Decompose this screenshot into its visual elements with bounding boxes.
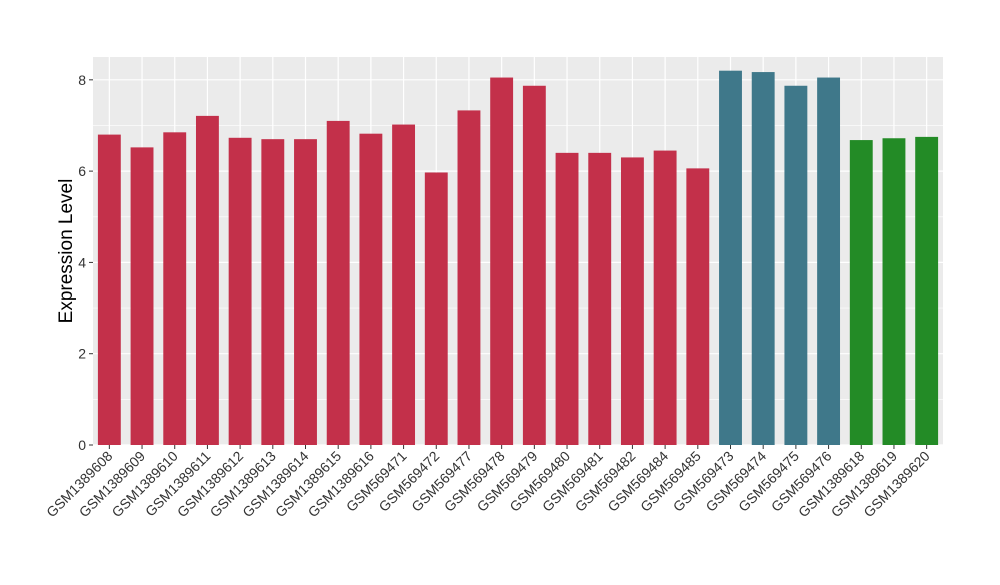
bar-GSM1389609: [130, 147, 154, 446]
bar-GSM569485: [686, 168, 710, 445]
bar-GSM1389620: [915, 136, 939, 445]
x-axis: GSM1389608GSM1389609GSM1389610GSM1389611…: [43, 445, 933, 520]
bars: [97, 70, 939, 446]
bar-GSM569480: [555, 152, 579, 445]
bar-GSM569474: [751, 72, 775, 445]
y-tick-label: 4: [78, 254, 86, 270]
y-axis-label: Expression Level: [56, 179, 77, 324]
y-tick-label: 2: [78, 346, 86, 362]
bar-GSM1389612: [228, 137, 252, 445]
bar-GSM1389614: [294, 139, 317, 445]
bar-GSM1389608: [97, 134, 121, 445]
bar-GSM569473: [719, 70, 742, 445]
y-tick-label: 6: [78, 163, 86, 179]
bar-GSM569471: [392, 124, 416, 445]
bar-GSM569484: [653, 150, 677, 445]
bar-GSM569476: [817, 77, 841, 446]
bar-GSM569481: [588, 152, 612, 445]
bar-GSM1389611: [195, 115, 219, 445]
bar-GSM569472: [424, 172, 448, 445]
bar-GSM1389613: [261, 139, 285, 445]
bar-GSM1389619: [882, 138, 906, 445]
bar-GSM569477: [457, 110, 481, 446]
bar-GSM569482: [620, 157, 644, 445]
y-tick-label: 8: [78, 72, 86, 88]
bar-GSM569478: [490, 77, 514, 446]
y-tick-label: 0: [78, 437, 86, 453]
bar-GSM1389615: [326, 120, 350, 445]
plot-panel: [93, 57, 943, 445]
bar-GSM1389618: [849, 140, 873, 446]
bar-GSM569475: [784, 85, 808, 446]
y-axis: 0 2 4 6 8: [78, 72, 93, 453]
bar-GSM1389610: [163, 132, 187, 446]
bar-GSM1389616: [359, 133, 383, 445]
bar-GSM569479: [522, 85, 546, 446]
